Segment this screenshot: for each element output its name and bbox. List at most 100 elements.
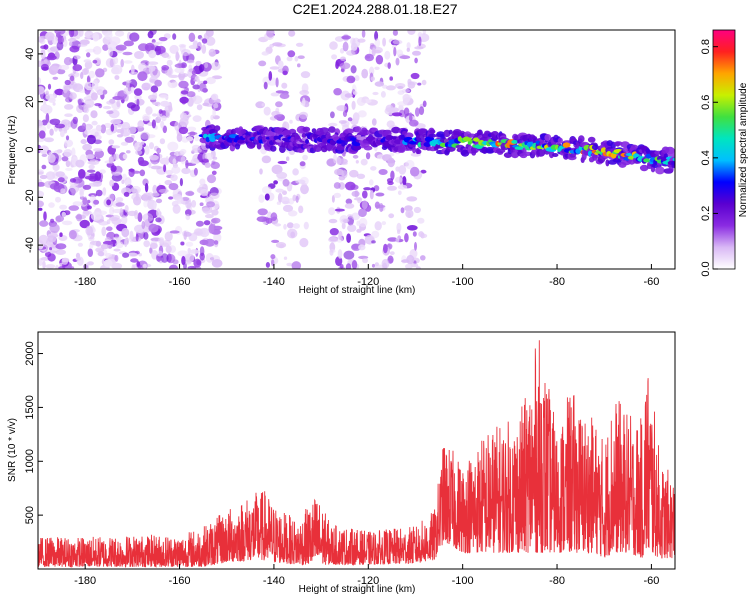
noise-blob bbox=[143, 232, 149, 240]
noise-blob bbox=[414, 241, 417, 251]
noise-blob bbox=[349, 169, 359, 178]
colorbar-tick-label: 0.4 bbox=[700, 150, 712, 165]
noise-blob bbox=[294, 56, 299, 62]
snr-y-label: SNR (10 * v/v) bbox=[7, 418, 18, 482]
ridge-blob bbox=[319, 127, 329, 134]
noise-blob bbox=[345, 263, 352, 269]
noise-blob bbox=[38, 171, 44, 175]
noise-blob bbox=[213, 232, 222, 243]
noise-blob bbox=[56, 41, 64, 51]
noise-blob bbox=[116, 134, 124, 138]
noise-blob bbox=[259, 168, 263, 175]
y-tick-label: 1000 bbox=[24, 449, 36, 473]
noise-blob bbox=[80, 71, 84, 80]
noise-blob bbox=[328, 218, 338, 224]
noise-blob bbox=[98, 90, 105, 96]
spectrogram-panel: -180 -160 -140 -120 -100 -80 -60 -40 -20 0 20 40 H… bbox=[7, 29, 676, 296]
snr-panel: -180 -160 -140 -120 -100 -80 -60 500 1000 1500 20… bbox=[7, 331, 676, 595]
noise-blob bbox=[350, 65, 357, 74]
noise-blob bbox=[110, 123, 115, 132]
noise-blob bbox=[87, 261, 94, 266]
noise-blob bbox=[328, 207, 336, 216]
colorbar-tick-label: 0.2 bbox=[700, 206, 712, 221]
noise-blob bbox=[88, 164, 95, 170]
noise-blob bbox=[138, 62, 147, 72]
noise-blob bbox=[55, 171, 65, 178]
noise-blob bbox=[123, 191, 130, 197]
noise-blob bbox=[175, 53, 180, 60]
noise-blob bbox=[292, 194, 297, 202]
noise-blob bbox=[63, 85, 71, 91]
noise-blob bbox=[158, 188, 169, 193]
noise-blob bbox=[276, 171, 288, 179]
noise-blob bbox=[94, 103, 102, 107]
ridge-blob bbox=[485, 146, 495, 154]
noise-blob bbox=[145, 106, 153, 115]
noise-blob bbox=[167, 79, 178, 89]
noise-blob bbox=[420, 169, 427, 174]
noise-blob bbox=[61, 220, 73, 226]
noise-blob bbox=[361, 68, 369, 79]
noise-blob bbox=[340, 56, 346, 62]
noise-blob bbox=[177, 250, 189, 257]
noise-blob bbox=[185, 199, 192, 209]
noise-blob bbox=[276, 201, 282, 205]
noise-blob bbox=[185, 191, 195, 196]
noise-blob bbox=[374, 81, 385, 87]
ridge-blob bbox=[668, 166, 674, 173]
noise-blob bbox=[115, 44, 127, 51]
noise-blob bbox=[168, 65, 173, 76]
noise-blob bbox=[273, 180, 278, 185]
chart-title: C2E1.2024.288.01.18.E27 bbox=[292, 1, 457, 17]
noise-blob bbox=[191, 144, 201, 151]
noise-blob bbox=[181, 49, 191, 56]
noise-blob bbox=[202, 158, 209, 163]
noise-blob bbox=[128, 168, 135, 172]
ridge-blob bbox=[552, 153, 559, 157]
x-tick-label: -60 bbox=[643, 276, 659, 288]
noise-blob bbox=[265, 217, 273, 224]
noise-blob bbox=[186, 91, 196, 98]
ridge-blob bbox=[355, 126, 362, 133]
noise-blob bbox=[64, 139, 74, 148]
noise-blob bbox=[211, 217, 221, 224]
noise-blob bbox=[82, 197, 88, 206]
noise-blob bbox=[122, 153, 128, 160]
noise-blob bbox=[105, 253, 112, 258]
noise-blob bbox=[102, 187, 107, 196]
spectrogram-x-ticks: -180 -160 -140 -120 -100 -80 -60 bbox=[74, 264, 659, 288]
noise-blob bbox=[406, 254, 415, 265]
noise-blob bbox=[84, 175, 96, 180]
noise-blob bbox=[148, 50, 157, 59]
noise-blob bbox=[152, 184, 158, 194]
snr-series-line bbox=[38, 340, 675, 568]
noise-blob bbox=[54, 30, 66, 35]
noise-blob bbox=[279, 93, 290, 99]
noise-blob bbox=[397, 184, 408, 190]
noise-blob bbox=[295, 179, 306, 184]
noise-blob bbox=[404, 233, 409, 243]
noise-blob bbox=[45, 113, 50, 123]
noise-blob bbox=[375, 54, 384, 65]
noise-blob bbox=[68, 230, 77, 240]
noise-blob bbox=[339, 48, 345, 54]
y-tick-label: 2000 bbox=[24, 341, 36, 365]
x-tick-label: -100 bbox=[452, 575, 474, 587]
noise-blob bbox=[101, 226, 107, 237]
noise-blob bbox=[55, 265, 59, 269]
noise-blob bbox=[39, 220, 49, 227]
noise-blob bbox=[273, 114, 285, 120]
snr-x-ticks: -180 -160 -140 -120 -100 -80 -60 bbox=[74, 564, 659, 587]
noise-blob bbox=[63, 104, 74, 110]
noise-blob bbox=[95, 189, 103, 197]
ridge-blob bbox=[587, 136, 596, 143]
noise-blob bbox=[51, 65, 60, 72]
noise-blob bbox=[301, 83, 309, 93]
noise-blob bbox=[336, 105, 348, 112]
noise-blob bbox=[204, 62, 209, 68]
noise-blob bbox=[351, 190, 360, 197]
noise-blob bbox=[283, 256, 288, 260]
ridge-blob bbox=[302, 126, 311, 133]
noise-blob bbox=[72, 201, 83, 207]
noise-blob bbox=[328, 122, 338, 127]
